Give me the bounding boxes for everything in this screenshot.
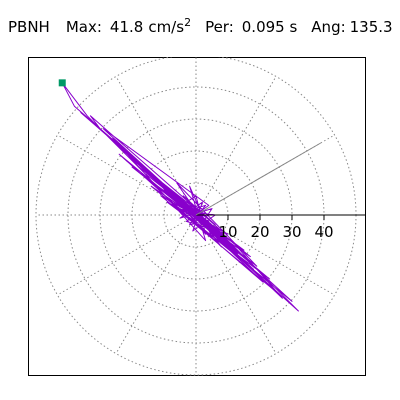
grid-spoke-300	[195, 214, 277, 354]
tick-label-40: 40	[314, 223, 333, 241]
ang-value: 135.3	[349, 18, 393, 36]
max-label: Max:	[65, 18, 102, 36]
station-code: PBNH	[8, 18, 50, 36]
ang-label: Ang:	[311, 18, 346, 36]
tick-label-10: 10	[218, 223, 237, 241]
polar-plot: 10 20 30 40	[28, 57, 366, 376]
tick-label-20: 20	[250, 223, 269, 241]
grid-spoke-330	[195, 214, 335, 296]
per-value: 0.095 s	[241, 18, 298, 36]
particle-motion-trace	[61, 82, 299, 312]
header: PBNH Max: 41.8 cm/s2 Per: 0.095 s Ang: 135.3	[8, 14, 398, 40]
tick-label-30: 30	[282, 223, 301, 241]
grid-spoke-120	[115, 76, 197, 216]
grid-spoke-60	[195, 76, 277, 216]
grid-spoke-240	[115, 214, 197, 354]
max-unit-base: cm/s	[148, 18, 185, 36]
reference-ray	[195, 142, 321, 216]
radial-axis: 10 20 30 40	[195, 142, 366, 241]
trace-series-0	[61, 82, 299, 312]
grid-spoke-210	[57, 214, 197, 296]
max-value: 41.8	[109, 18, 144, 36]
grid-spoke-150	[57, 134, 197, 216]
max-amplitude-marker	[58, 79, 66, 87]
markers	[58, 79, 66, 87]
max-unit: cm/s2	[148, 14, 191, 40]
per-label: Per:	[205, 18, 234, 36]
